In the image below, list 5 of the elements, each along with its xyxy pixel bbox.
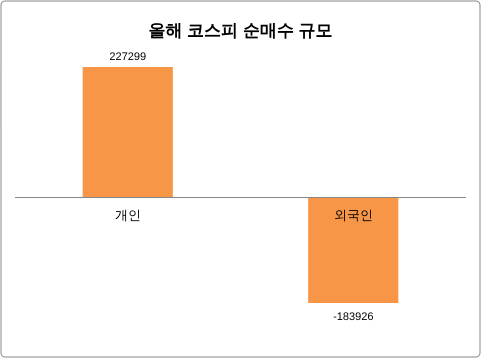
data-label: -183926 — [333, 311, 374, 323]
data-label: 227299 — [109, 51, 146, 63]
chart-title: 올해 코스피 순매수 규모 — [148, 21, 333, 40]
x-tick-label: 개인 — [114, 207, 141, 222]
x-tick-label: 외국인 — [334, 207, 373, 222]
